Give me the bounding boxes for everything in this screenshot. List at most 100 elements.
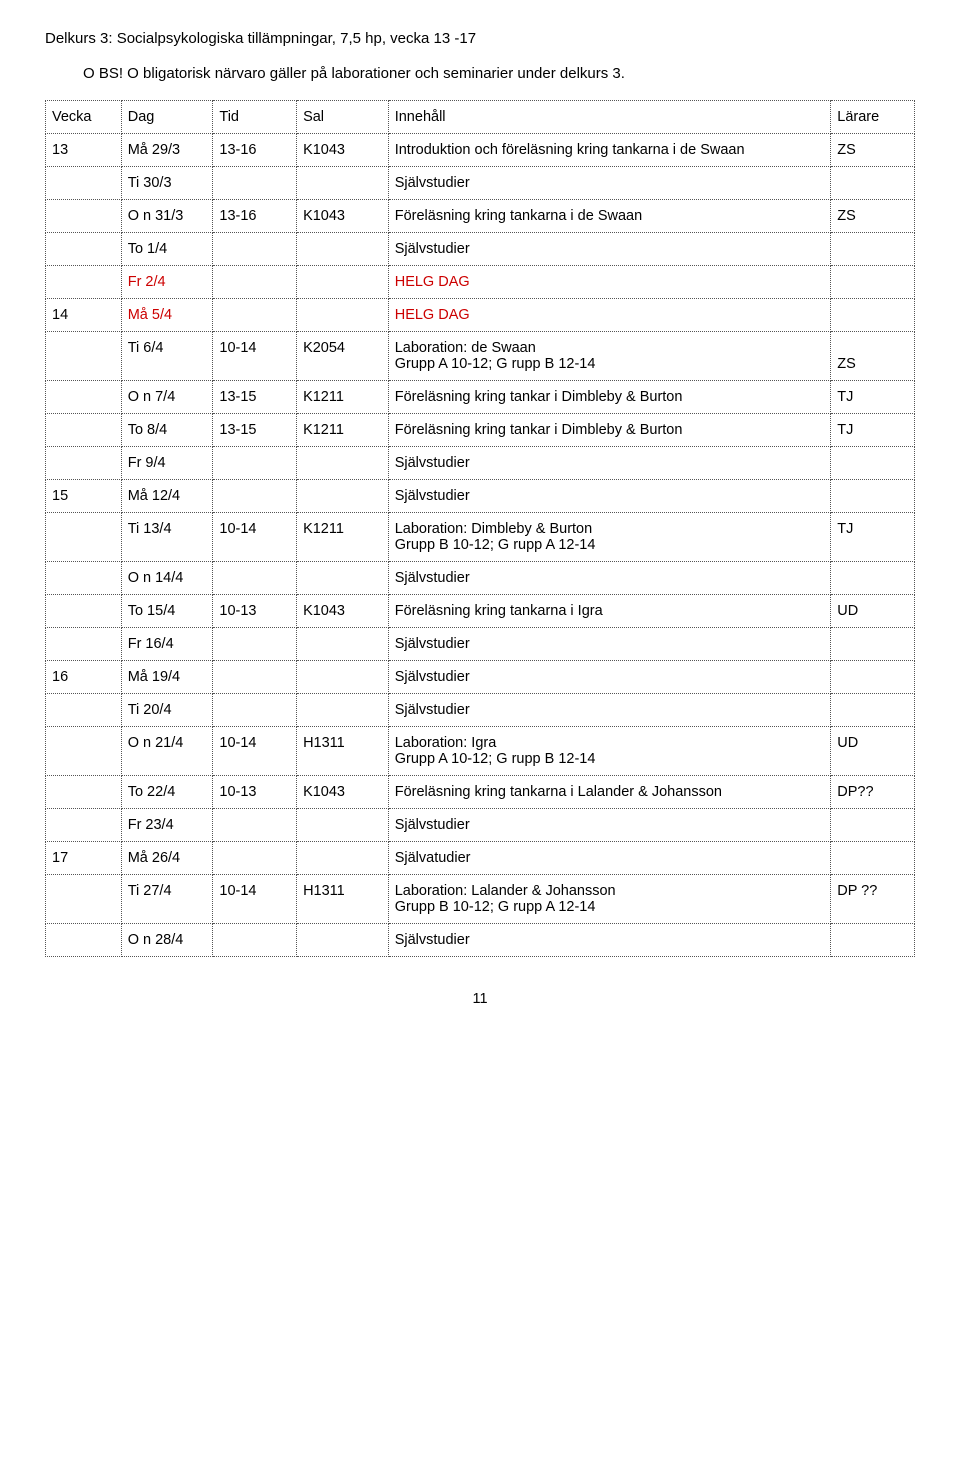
cell-c1: To 15/4 <box>121 595 213 628</box>
cell-c1: Fr 2/4 <box>121 266 213 299</box>
cell-c3: K1043 <box>297 595 389 628</box>
cell-c5 <box>831 842 915 875</box>
cell-c2: 13-16 <box>213 134 297 167</box>
cell-c5 <box>831 233 915 266</box>
cell-c1: Fr 9/4 <box>121 447 213 480</box>
cell-c5 <box>831 661 915 694</box>
cell-c5 <box>831 694 915 727</box>
cell-c2 <box>213 233 297 266</box>
cell-c5: ZS <box>831 200 915 233</box>
cell-c0 <box>46 332 122 381</box>
cell-c2: 10-14 <box>213 727 297 776</box>
table-head-row: Vecka Dag Tid Sal Innehåll Lärare <box>46 101 915 134</box>
cell-c4: Introduktion och föreläsning kring tanka… <box>388 134 831 167</box>
cell-c0: 13 <box>46 134 122 167</box>
cell-c1: Ti 30/3 <box>121 167 213 200</box>
cell-c0 <box>46 727 122 776</box>
col-tid: Tid <box>213 101 297 134</box>
cell-c3: K1043 <box>297 200 389 233</box>
cell-c5 <box>831 809 915 842</box>
table-row: To 15/410-13K1043Föreläsning kring tanka… <box>46 595 915 628</box>
table-row: O n 31/313-16K1043Föreläsning kring tank… <box>46 200 915 233</box>
cell-c4: Föreläsning kring tankarna i Igra <box>388 595 831 628</box>
cell-c5: ZS <box>831 332 915 381</box>
cell-c5 <box>831 628 915 661</box>
cell-c2 <box>213 480 297 513</box>
table-row: O n 7/413-15K1211Föreläsning kring tanka… <box>46 381 915 414</box>
cell-c3: K2054 <box>297 332 389 381</box>
cell-c3: K1211 <box>297 381 389 414</box>
table-row: 16Må 19/4Självstudier <box>46 661 915 694</box>
cell-c3: K1043 <box>297 776 389 809</box>
cell-c4: Föreläsning kring tankar i Dimbleby & Bu… <box>388 381 831 414</box>
cell-c0 <box>46 562 122 595</box>
cell-c4: Laboration: IgraGrupp A 10-12; G rupp B … <box>388 727 831 776</box>
table-row: To 8/413-15K1211Föreläsning kring tankar… <box>46 414 915 447</box>
col-dag: Dag <box>121 101 213 134</box>
cell-c4: Laboration: Dimbleby & BurtonGrupp B 10-… <box>388 513 831 562</box>
cell-c0 <box>46 513 122 562</box>
cell-c4: Självatudier <box>388 842 831 875</box>
cell-c2 <box>213 809 297 842</box>
cell-c5 <box>831 167 915 200</box>
cell-c4: Självstudier <box>388 233 831 266</box>
cell-c2: 13-15 <box>213 414 297 447</box>
table-row: Fr 16/4 Självstudier <box>46 628 915 661</box>
table-row: 15Må 12/4Självstudier <box>46 480 915 513</box>
cell-c3 <box>297 167 389 200</box>
page-number: 11 <box>45 991 915 1007</box>
cell-c5: TJ <box>831 513 915 562</box>
cell-c4: Laboration: de SwaanGrupp A 10-12; G rup… <box>388 332 831 381</box>
cell-c2 <box>213 694 297 727</box>
cell-c4: Självstudier <box>388 447 831 480</box>
table-row: Ti 13/410-14K1211Laboration: Dimbleby & … <box>46 513 915 562</box>
table-row: Ti 6/410-14K2054Laboration: de SwaanGrup… <box>46 332 915 381</box>
cell-c4: Laboration: Lalander & JohanssonGrupp B … <box>388 875 831 924</box>
cell-c5 <box>831 447 915 480</box>
cell-c2 <box>213 628 297 661</box>
schedule-table: Vecka Dag Tid Sal Innehåll Lärare 13Må 2… <box>45 100 915 957</box>
cell-c2 <box>213 299 297 332</box>
cell-c1: Ti 6/4 <box>121 332 213 381</box>
cell-c5: UD <box>831 595 915 628</box>
cell-c2: 10-14 <box>213 875 297 924</box>
cell-c4: Föreläsning kring tankarna i de Swaan <box>388 200 831 233</box>
cell-c2: 10-13 <box>213 776 297 809</box>
col-larare: Lärare <box>831 101 915 134</box>
cell-c5 <box>831 266 915 299</box>
cell-c2 <box>213 661 297 694</box>
cell-c2: 13-16 <box>213 200 297 233</box>
cell-c3 <box>297 266 389 299</box>
cell-c0 <box>46 233 122 266</box>
cell-c0 <box>46 924 122 957</box>
col-vecka: Vecka <box>46 101 122 134</box>
col-innehall: Innehåll <box>388 101 831 134</box>
cell-c4: Föreläsning kring tankarna i Lalander & … <box>388 776 831 809</box>
table-row: O n 21/410-14H1311Laboration: IgraGrupp … <box>46 727 915 776</box>
cell-c5: ZS <box>831 134 915 167</box>
obs-note: O BS! O bligatorisk närvaro gäller på la… <box>83 65 915 82</box>
table-row: O n 28/4Självstudier <box>46 924 915 957</box>
cell-c2: 10-14 <box>213 513 297 562</box>
cell-c3 <box>297 661 389 694</box>
cell-c1: To 22/4 <box>121 776 213 809</box>
cell-c0 <box>46 628 122 661</box>
cell-c0: 14 <box>46 299 122 332</box>
cell-c3 <box>297 694 389 727</box>
cell-c2: 10-13 <box>213 595 297 628</box>
cell-c2 <box>213 924 297 957</box>
cell-c5: DP?? <box>831 776 915 809</box>
cell-c3 <box>297 233 389 266</box>
cell-c4: HELG DAG <box>388 299 831 332</box>
cell-c1: Ti 27/4 <box>121 875 213 924</box>
cell-c1: To 1/4 <box>121 233 213 266</box>
cell-c4: Självstudier <box>388 628 831 661</box>
cell-c3 <box>297 809 389 842</box>
cell-c2 <box>213 562 297 595</box>
table-row: To 1/4 Självstudier <box>46 233 915 266</box>
cell-c1: Fr 16/4 <box>121 628 213 661</box>
cell-c3 <box>297 628 389 661</box>
cell-c4: HELG DAG <box>388 266 831 299</box>
cell-c5 <box>831 480 915 513</box>
cell-c0 <box>46 694 122 727</box>
